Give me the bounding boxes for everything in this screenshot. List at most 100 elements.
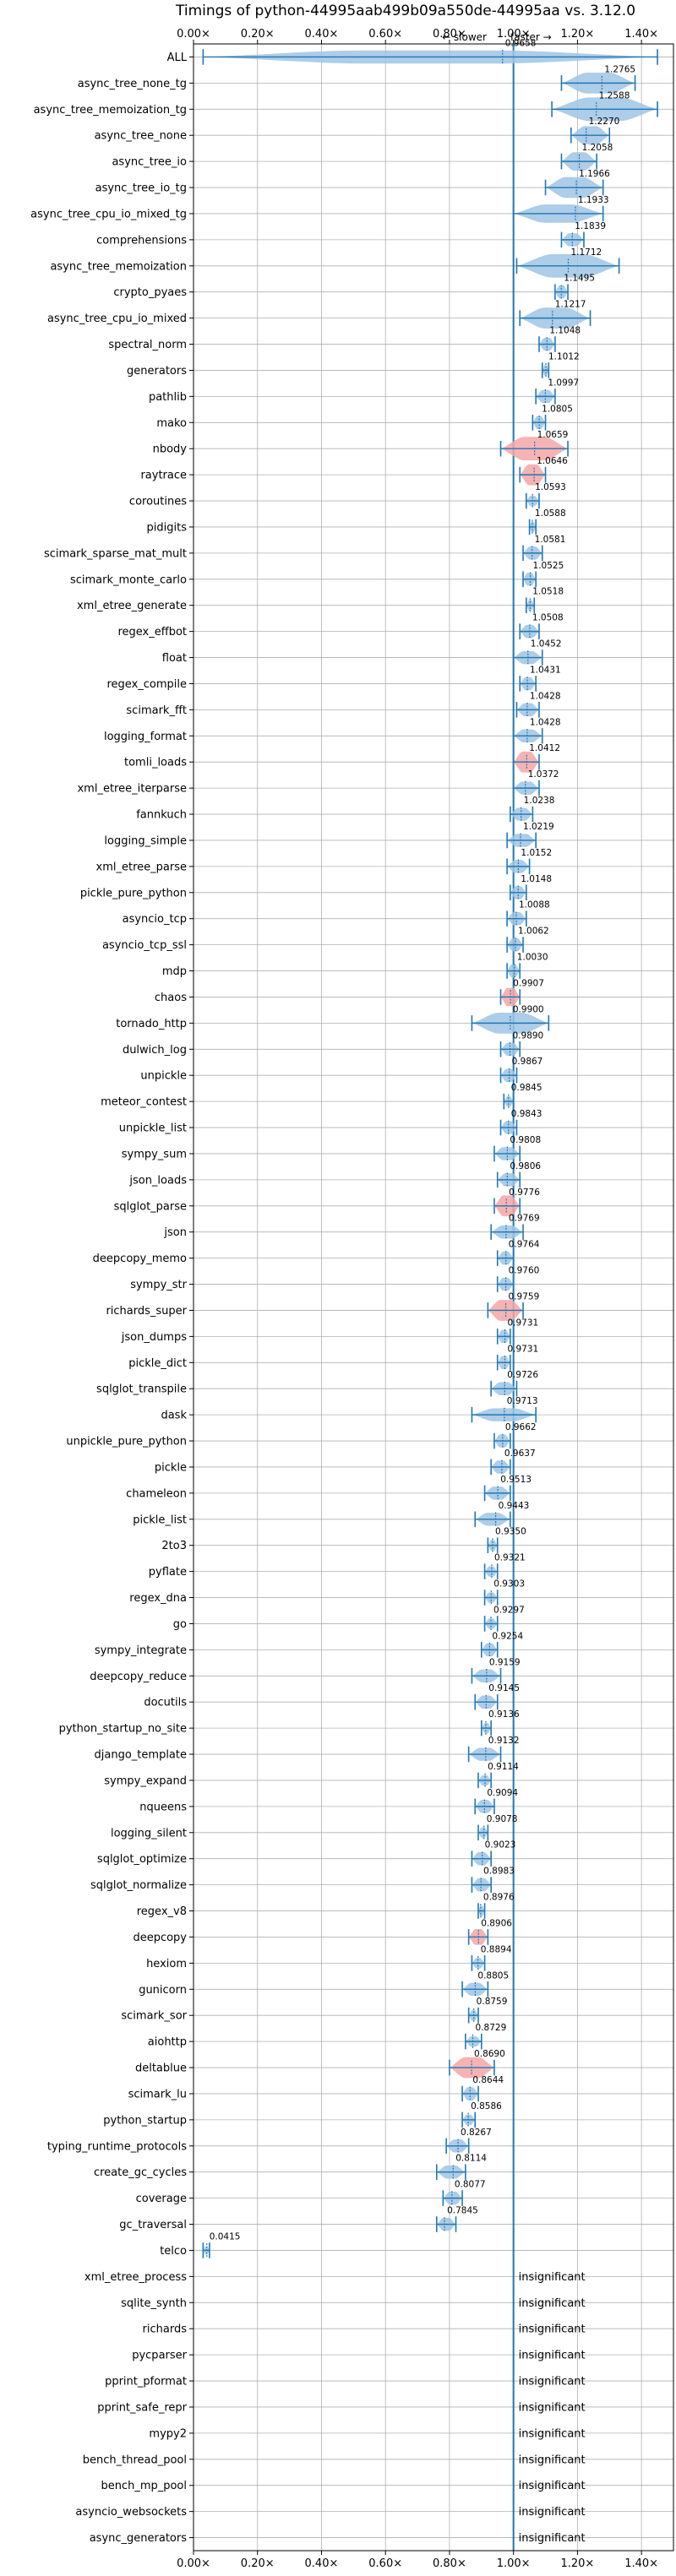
row-label: regex_effbot [117,626,187,639]
value-label: 1.0152 [521,848,552,858]
plot-frame [193,43,674,2552]
value-label: 0.9303 [493,1579,525,1590]
value-label: 0.8983 [483,1867,515,1877]
x-tick-label-bottom: 0.00× [177,2557,210,2570]
x-tick-label-bottom: 1.20× [560,2557,594,2570]
row-label: richards_super [106,1305,187,1318]
value-label: 1.0646 [537,456,568,466]
insignificant-label: insignificant [519,2271,586,2284]
x-tick-label-bottom: 1.00× [497,2557,531,2570]
row-label: bench_thread_pool [83,2454,187,2466]
value-label: 0.8690 [474,2049,505,2059]
row-label: raytrace [140,470,187,482]
value-label: 1.0452 [531,639,562,649]
value-label: 0.8729 [476,2023,507,2033]
x-tick-label-top: 0.60× [368,28,402,41]
x-tick-label-bottom: 1.40× [624,2557,658,2570]
value-label: 0.9136 [488,1709,520,1720]
insignificant-label: insignificant [519,2376,586,2389]
value-label: 0.9637 [504,1448,536,1459]
value-label: 1.1712 [570,247,602,258]
row-label: pyflate [149,1566,187,1579]
value-label: 0.9350 [495,1527,526,1537]
row-label: gc_traversal [119,2219,187,2231]
row-label: pycparser [132,2350,187,2362]
value-label: 0.9662 [505,1422,537,1432]
row-label: sympy_expand [104,1774,187,1787]
value-label: 1.0030 [517,953,548,963]
value-label: 0.9806 [510,1161,541,1171]
row-label: go [173,1618,187,1631]
value-label: 1.1839 [575,221,606,231]
x-tick-label-top: 1.20× [560,28,594,41]
insignificant-label: insignificant [519,2401,586,2414]
value-label: 0.9845 [511,1083,542,1093]
row-label: coroutines [129,496,187,508]
x-tick-label-bottom: 0.60× [368,2557,402,2570]
row-label: logging_format [104,731,187,743]
row-label: pidigits [147,521,188,534]
row-label: async_tree_cpu_io_mixed [47,312,187,325]
row-label: tornado_http [116,1018,187,1030]
row-label: meteor_contest [101,1096,187,1109]
row-label: python_startup_no_site [59,1723,187,1736]
value-label: 0.7845 [447,2206,478,2216]
row-label: unpickle_pure_python [66,1436,187,1448]
row-label: nbody [153,443,188,456]
x-tick-label-bottom: 0.40× [305,2557,339,2570]
value-label: 0.8894 [481,1944,512,1954]
row-label: django_template [95,1749,187,1762]
insignificant-label: insignificant [519,2454,586,2466]
row-label: logging_silent [111,1827,187,1840]
row-label: mypy2 [149,2427,187,2440]
value-label: 1.0088 [519,900,550,910]
row-label: hexiom [146,1958,187,1970]
row-label: asyncio_tcp [123,913,187,926]
value-label: 1.2765 [604,64,635,74]
row-label: sympy_integrate [95,1644,187,1657]
row-label: sqlglot_normalize [90,1879,187,1892]
value-label: 0.9769 [509,1214,540,1224]
value-label: 0.9890 [513,1030,544,1041]
row-label: async_tree_io_tg [95,182,187,195]
row-label: deepcopy_memo [93,1253,187,1265]
row-label: regex_dna [129,1592,187,1605]
row-label: xml_etree_process [84,2271,187,2284]
row-label: sqlite_synth [121,2297,187,2310]
value-label: 0.9713 [507,1396,538,1406]
value-label: 1.0805 [542,404,573,414]
row-label: xml_etree_parse [96,861,187,873]
row-label: async_tree_memoization_tg [34,104,187,117]
row-label: asyncio_websockets [75,2506,187,2519]
x-tick-label-top: 0.80× [433,28,466,41]
row-label: async_tree_none_tg [78,78,187,90]
value-label: 0.8644 [472,2075,504,2085]
row-label: crypto_pyaes [113,286,187,299]
row-label: async_tree_none [95,130,187,143]
value-label: 1.0518 [532,587,564,597]
row-label: dask [161,1410,187,1422]
row-label: json_dumps [121,1331,187,1344]
row-label: async_tree_cpu_io_mixed_tg [30,208,187,220]
row-label: coverage [136,2193,187,2205]
x-tick-label-top: 0.20× [241,28,275,41]
value-label: 0.9843 [511,1109,542,1119]
row-label: gunicorn [139,1984,187,1997]
value-label: 0.9731 [507,1344,538,1354]
row-label: asyncio_tcp_ssl [102,939,187,952]
row-label: sympy_sum [122,1148,187,1160]
row-label: chameleon [126,1487,187,1500]
row-label: async_tree_io [112,156,187,169]
row-label: sqlglot_optimize [97,1853,187,1866]
slower-annotation: ← slower [442,31,487,43]
value-label: 0.9094 [487,1788,518,1798]
row-label: comprehensions [96,234,187,247]
row-label: typing_runtime_protocols [47,2140,187,2153]
row-label: python_startup [103,2114,187,2127]
value-label: 1.2588 [599,90,630,101]
row-label: chaos [155,992,187,1004]
x-tick-label-bottom: 0.80× [433,2557,466,2570]
value-label: 1.2270 [589,117,620,127]
insignificant-label: insignificant [519,2297,586,2310]
